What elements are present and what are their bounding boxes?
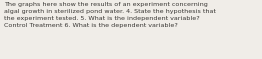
Text: The graphs here show the results of an experiment concerning
algal growth in ste: The graphs here show the results of an e… bbox=[4, 2, 216, 28]
